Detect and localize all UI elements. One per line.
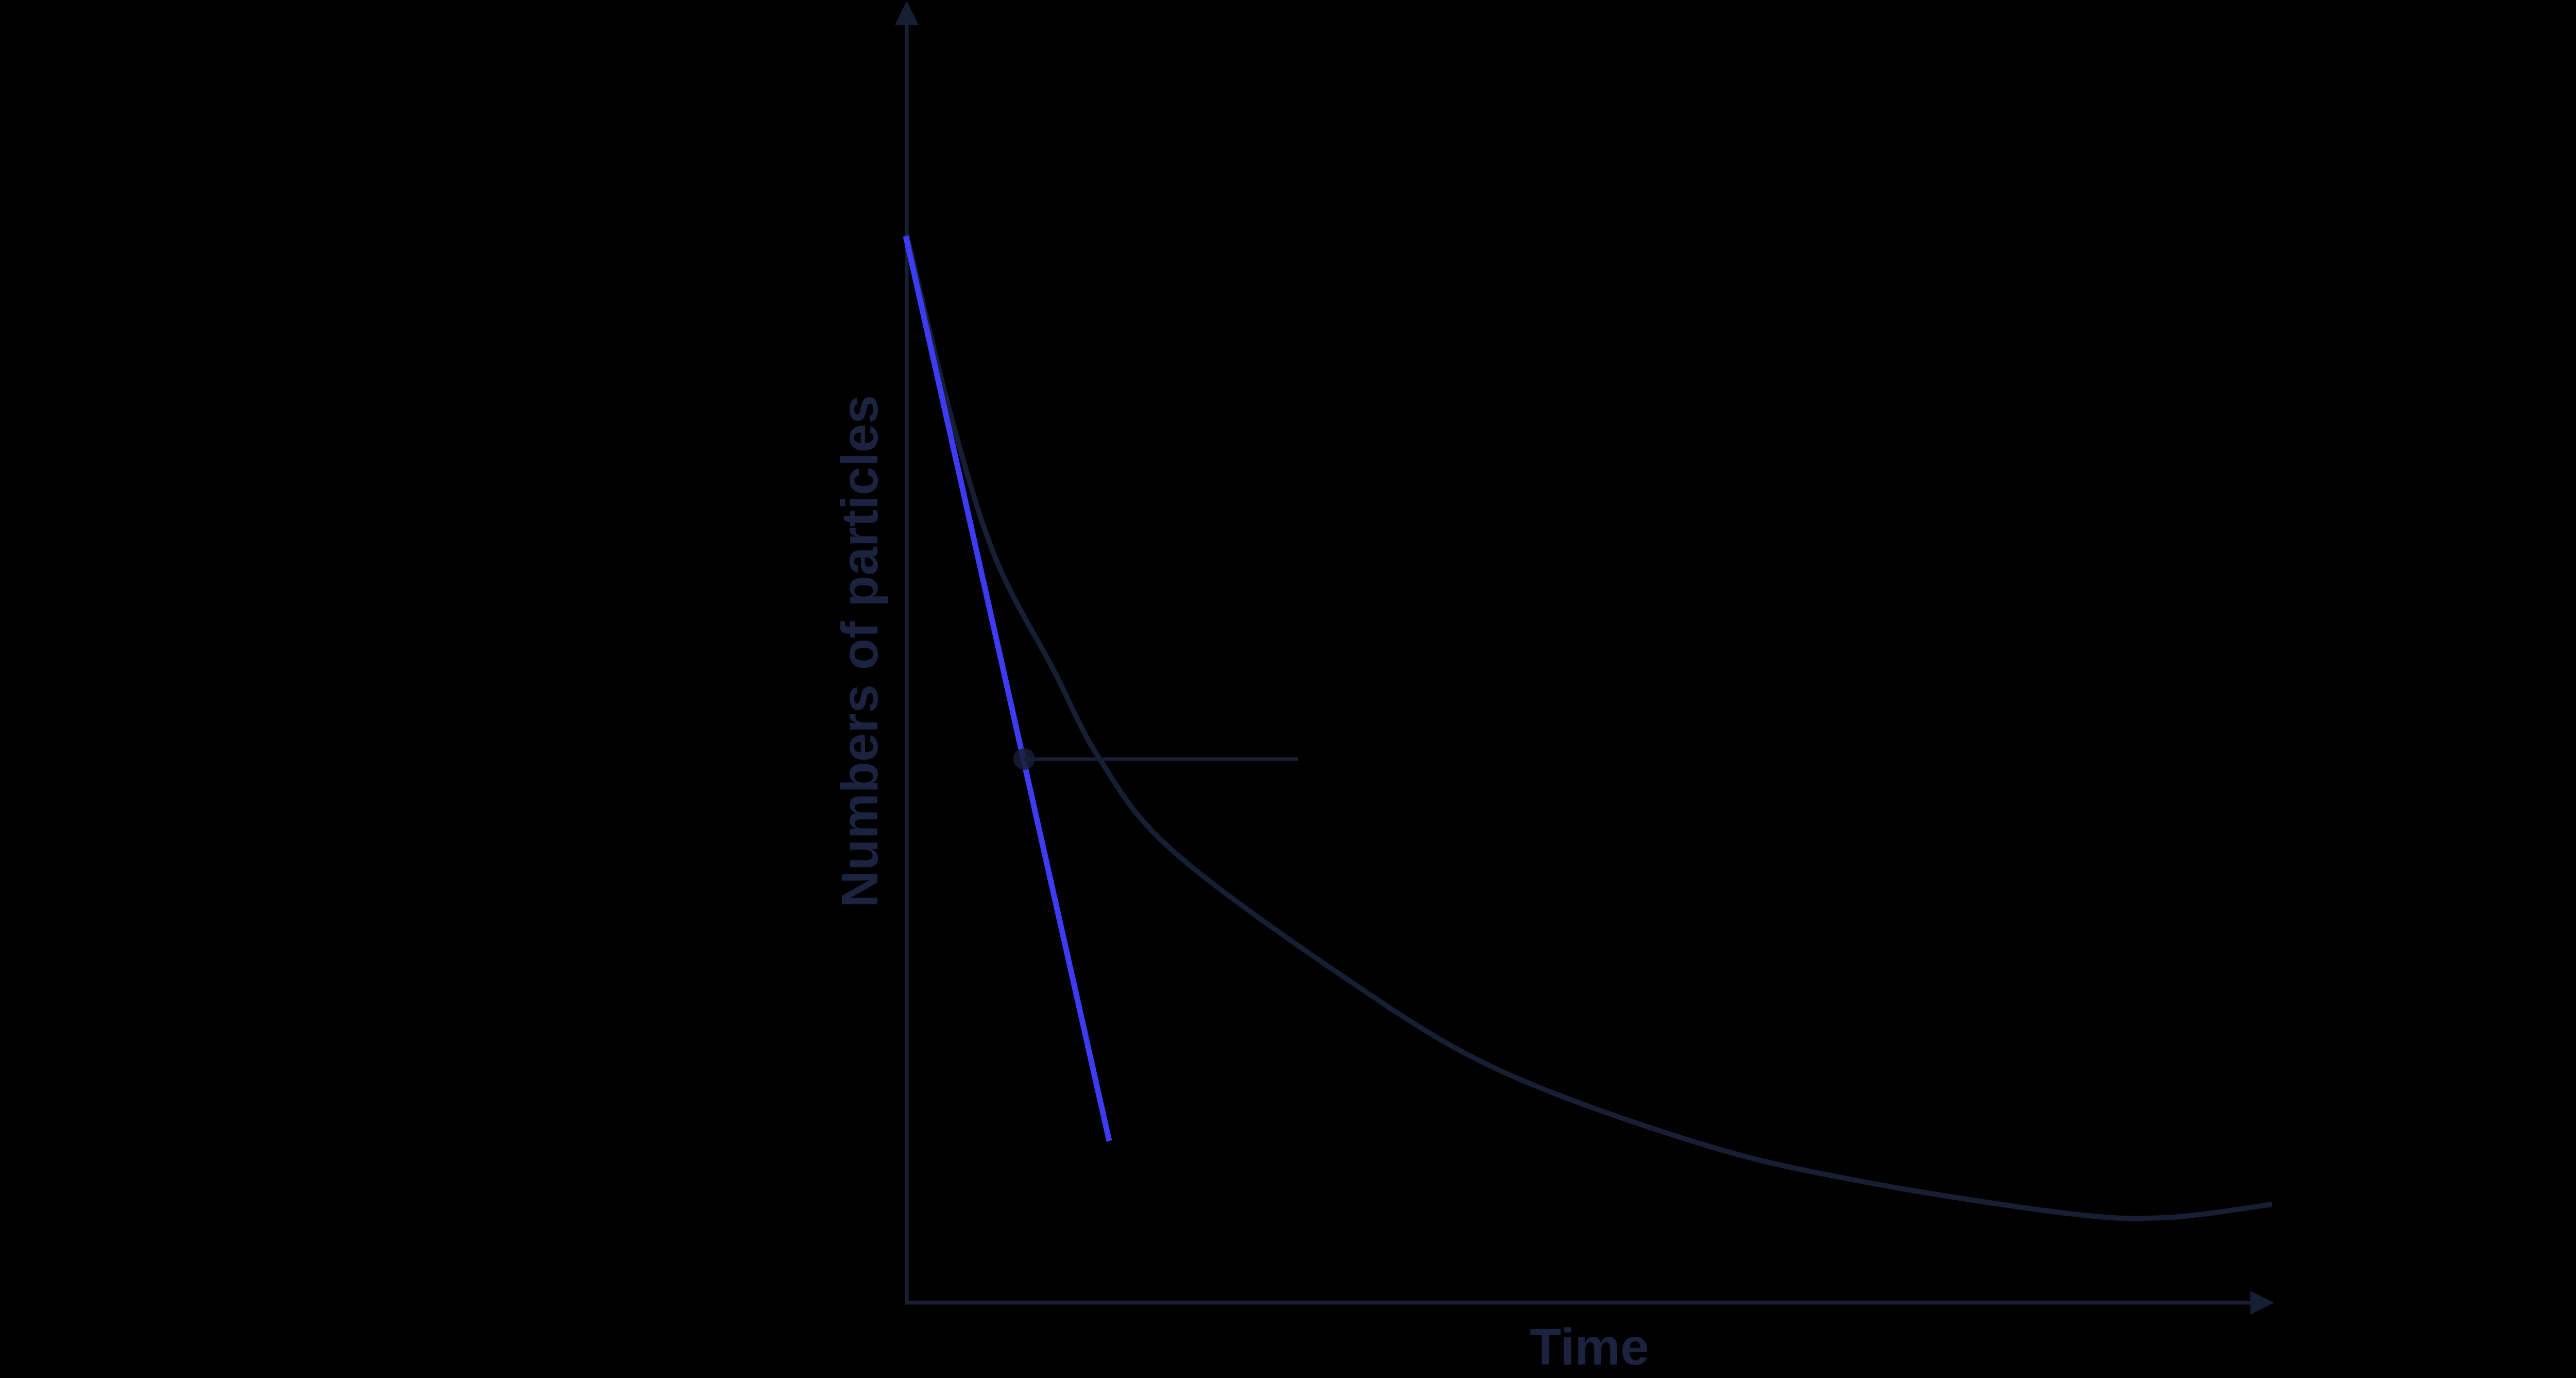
series-group bbox=[903, 233, 2273, 1221]
axes-group bbox=[895, 1, 2274, 1315]
tangent-line bbox=[903, 235, 1112, 1142]
marker-group bbox=[1013, 748, 1035, 770]
x-axis-arrowhead-icon bbox=[2250, 1291, 2274, 1315]
axes-lines bbox=[905, 25, 2250, 1305]
decay-curve bbox=[904, 233, 2273, 1221]
x-axis-label: Time bbox=[1530, 1318, 1649, 1376]
y-axis-label: Numbers of particles bbox=[831, 395, 889, 908]
marker-dot bbox=[1013, 748, 1035, 770]
y-axis-arrowhead-icon bbox=[895, 1, 919, 25]
